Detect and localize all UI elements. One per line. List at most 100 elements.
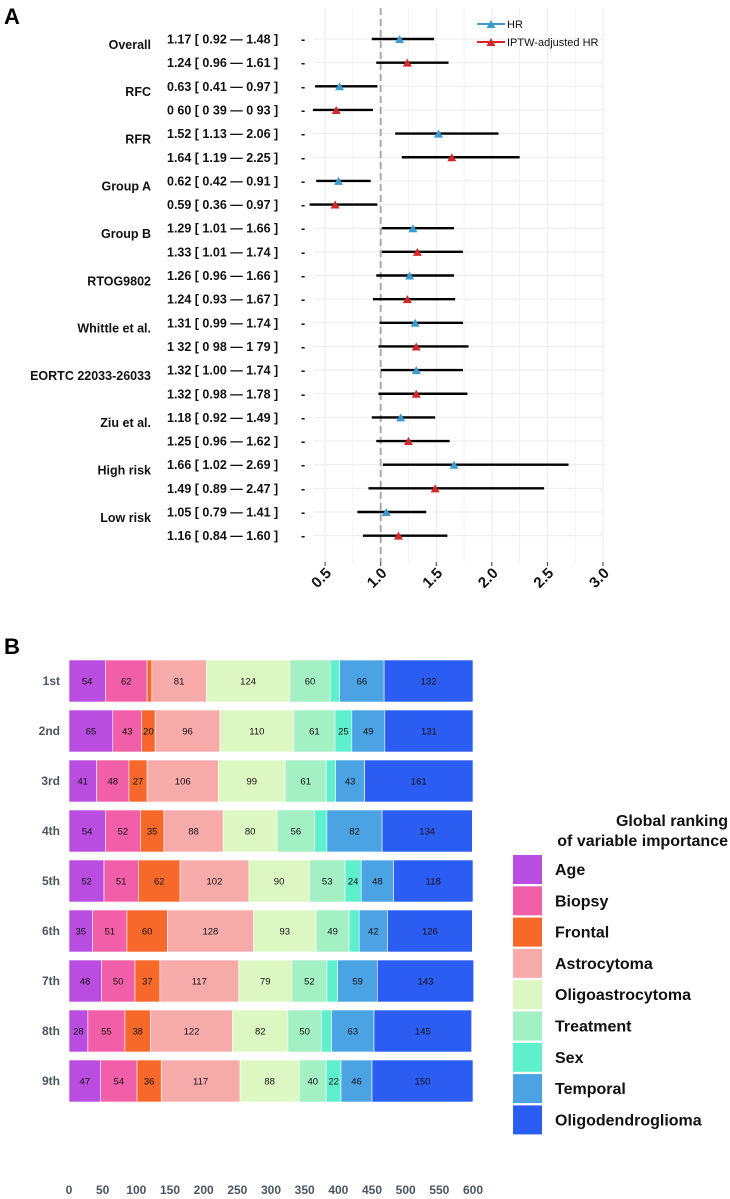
segment-value-label: 110 (249, 727, 264, 738)
bar-segment (371, 1059, 474, 1103)
segment-value-label: 60 (305, 677, 316, 688)
segment-value-label: 46 (351, 1077, 362, 1088)
bar-segment (150, 1009, 233, 1053)
x-tick-label: 1.5 (419, 565, 446, 592)
bar-segment (68, 709, 114, 753)
bar-segment (163, 809, 224, 853)
estimate-marker (402, 58, 412, 67)
segment-value-label: 25 (338, 727, 349, 738)
estimate-ci-label: 1.29 [ 1.01 — 1.66 ] (167, 222, 278, 236)
legend-swatch (513, 980, 542, 1010)
x-tick-label: 50 (96, 1183, 110, 1197)
legend-label: Sex (555, 1050, 584, 1067)
estimate-marker (395, 35, 405, 43)
bar-segment (239, 1059, 300, 1103)
legend-label: Astrocytoma (555, 956, 653, 973)
bar-segment (377, 959, 474, 1003)
group-label: Low risk (100, 511, 151, 525)
bar-segment (219, 709, 295, 753)
legend-label: Age (555, 862, 585, 879)
estimate-marker (433, 129, 443, 138)
estimate-marker (430, 484, 440, 493)
x-tick-label: 500 (396, 1183, 416, 1197)
legend-swatch (513, 855, 542, 884)
axis-tick-mark: - (301, 198, 305, 212)
axis-tick-mark: - (301, 293, 305, 307)
bar-segment (321, 1009, 332, 1053)
axis-tick-mark: - (301, 458, 305, 472)
estimate-ci-label: 1.25 [ 0.96 — 1.62 ] (167, 435, 278, 449)
estimate-marker (405, 271, 415, 280)
x-tick-label: 350 (295, 1183, 315, 1197)
category-label: 6th (42, 924, 60, 938)
bar-segment (124, 1009, 151, 1053)
segment-value-label: 88 (188, 827, 199, 838)
bar-segment (314, 809, 328, 853)
estimate-ci-label: 0.59 [ 0.36 — 0.97 ] (167, 198, 278, 212)
bar-segment (151, 659, 207, 703)
estimate-ci-label: 1.16 [ 0.84 — 1.60 ] (167, 529, 278, 543)
x-tick-label: 400 (328, 1183, 348, 1197)
legend-marker (486, 38, 496, 46)
segment-value-label: 35 (75, 927, 86, 938)
axis-tick-mark: - (301, 529, 305, 543)
segment-value-label: 47 (80, 1077, 91, 1088)
segment-value-label: 118 (426, 877, 441, 888)
segment-value-label: 49 (327, 927, 338, 938)
category-label: 1st (43, 674, 60, 688)
estimate-ci-label: 1.33 [ 1.01 — 1.74 ] (167, 245, 278, 259)
segment-value-label: 102 (207, 877, 223, 888)
group-label: Group B (101, 227, 151, 241)
estimate-ci-label: 1.26 [ 0.96 — 1.66 ] (167, 269, 278, 283)
group-label: EORTC 22033-26033 (30, 369, 151, 383)
estimate-marker (333, 176, 343, 185)
segment-value-label: 66 (357, 677, 368, 688)
segment-value-label: 62 (121, 677, 132, 688)
axis-tick-mark: - (301, 56, 305, 70)
group-label: RTOG9802 (87, 274, 151, 288)
category-label: 5th (42, 874, 60, 888)
bar-segment (364, 759, 474, 803)
segment-value-label: 61 (300, 777, 311, 788)
x-tick-label: 1.0 (364, 565, 391, 592)
segment-value-label: 52 (304, 977, 315, 988)
segment-value-label: 55 (101, 1027, 112, 1038)
bar-segment (309, 859, 346, 903)
bar-segment (326, 809, 383, 853)
bar-segment (276, 809, 316, 853)
segment-value-label: 41 (78, 777, 89, 788)
bar-segment (206, 659, 291, 703)
estimate-marker (449, 460, 459, 469)
estimate-marker (411, 366, 421, 375)
bar-segment (335, 759, 365, 803)
group-label: RFR (125, 132, 151, 146)
bar-segment (293, 709, 336, 753)
group-label: Group A (101, 180, 151, 194)
segment-value-label: 81 (174, 677, 185, 688)
segment-value-label: 37 (142, 977, 153, 988)
estimate-ci-label: 1.49 [ 0.89 — 2.47 ] (167, 482, 278, 496)
estimate-marker (411, 389, 421, 398)
estimate-ci-label: 1 32 [ 0 98 — 1 79 ] (167, 340, 278, 354)
bar-segment (358, 909, 388, 953)
segment-value-label: 20 (143, 727, 154, 738)
segment-value-label: 52 (81, 877, 92, 888)
x-tick-label: 450 (362, 1183, 382, 1197)
estimate-ci-label: 1.31 [ 0.99 — 1.74 ] (167, 316, 278, 330)
segment-value-label: 60 (142, 927, 153, 938)
estimate-marker (331, 105, 341, 114)
segment-value-label: 88 (264, 1077, 275, 1088)
segment-value-label: 52 (118, 827, 129, 838)
legend-label: Frontal (555, 925, 609, 942)
group-label: High risk (98, 464, 152, 478)
estimate-marker (330, 200, 340, 209)
segment-value-label: 90 (274, 877, 285, 888)
segment-value-label: 54 (82, 677, 93, 688)
axis-tick-mark: - (301, 364, 305, 378)
axis-tick-mark: - (301, 340, 305, 354)
group-label: Whittle et al. (77, 322, 151, 336)
segment-value-label: 99 (247, 777, 258, 788)
segment-value-label: 126 (422, 927, 438, 938)
axis-tick-mark: - (301, 174, 305, 188)
legend-label: Oligodendroglioma (555, 1112, 702, 1129)
